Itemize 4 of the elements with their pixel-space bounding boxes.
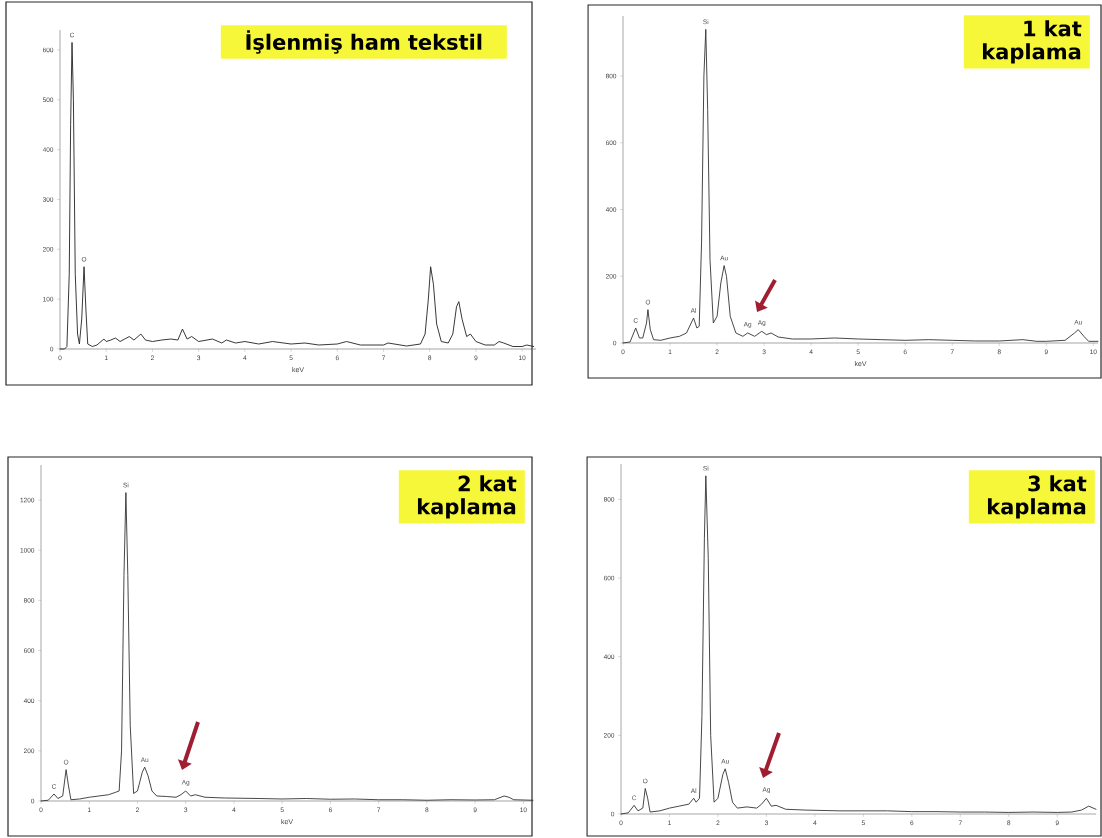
text: 3 kat kaplama [987, 475, 1087, 519]
text: 2 kat kaplama [417, 475, 517, 519]
chart-title: İşlenmiş ham tekstil [246, 30, 482, 54]
text: 1 kat kaplama [982, 20, 1082, 64]
